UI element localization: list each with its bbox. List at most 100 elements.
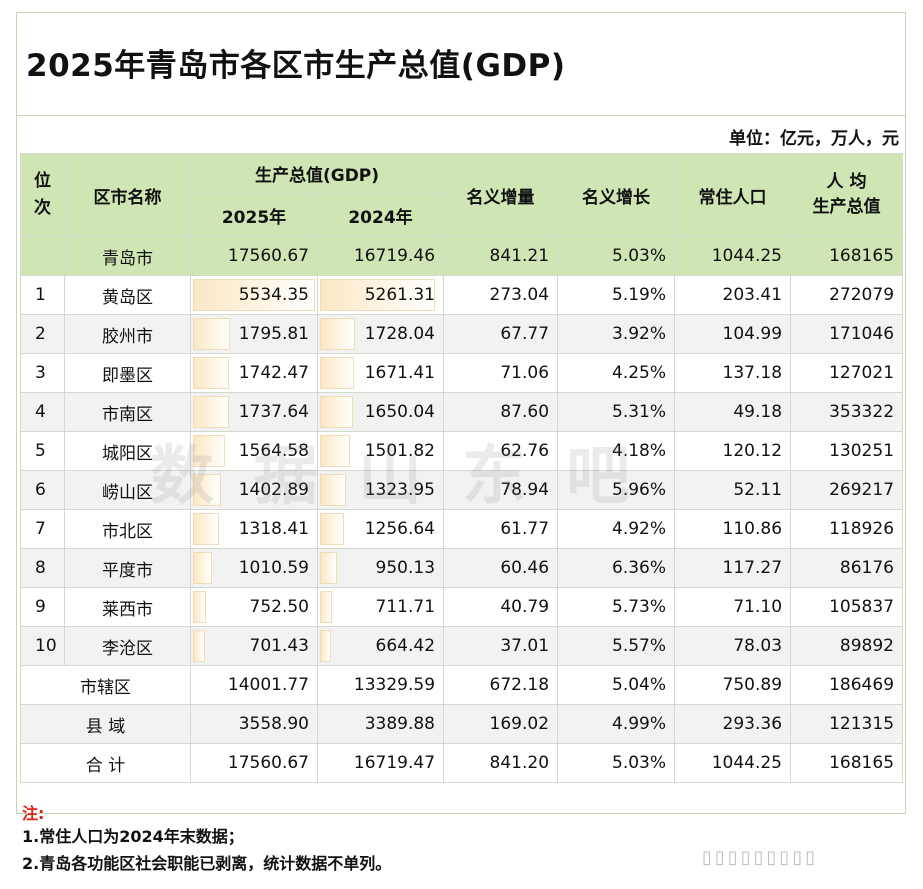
- row-increase: 62.76: [443, 431, 559, 471]
- city-total-name: 青岛市: [64, 236, 191, 276]
- row-per-capita: 130251: [790, 431, 904, 471]
- header-per-capita: 人 均 生产总值: [790, 153, 904, 237]
- table-row: 8 平度市 1010.59 950.13 60.46 6.36% 117.27 86176: [20, 548, 904, 588]
- row-per-capita: 272079: [790, 275, 904, 315]
- row-gdp2024: 1323.95: [316, 470, 445, 510]
- row-increase: 40.79: [443, 587, 559, 627]
- header-rank-text: 位次: [34, 170, 51, 218]
- table-row: 9 莱西市 752.50 711.71 40.79 5.73% 71.10 105837: [20, 587, 904, 627]
- summary-row: 市辖区 14001.77 13329.59 672.18 5.04% 750.89 1864…: [20, 665, 904, 705]
- summary-gdp2024: 3389.88: [316, 704, 445, 744]
- row-population: 120.12: [674, 431, 792, 471]
- header-nominal-increase: 名义增量: [443, 153, 559, 237]
- gdp2025-value: 1318.41: [238, 519, 309, 539]
- row-rank: 10: [20, 626, 65, 666]
- row-gdp2024: 711.71: [316, 587, 445, 627]
- row-name: 平度市: [64, 548, 191, 588]
- row-growth: 4.25%: [557, 353, 676, 393]
- row-growth: 5.19%: [557, 275, 676, 315]
- row-rank: 7: [20, 509, 65, 549]
- summary-row: 县 域 3558.90 3389.88 169.02 4.99% 293.36 121315: [20, 704, 904, 744]
- row-name: 李沧区: [64, 626, 191, 666]
- row-per-capita: 89892: [790, 626, 904, 666]
- row-gdp2025: 1564.58: [190, 431, 318, 471]
- row-name: 黄岛区: [64, 275, 191, 315]
- row-population: 137.18: [674, 353, 792, 393]
- summary-gdp2025: 17560.67: [190, 743, 318, 783]
- city-total-gdp2024: 16719.46: [316, 236, 445, 276]
- row-population: 117.27: [674, 548, 792, 588]
- row-name: 莱西市: [64, 587, 191, 627]
- row-population: 78.03: [674, 626, 792, 666]
- table-row: 3 即墨区 1742.47 1671.41 71.06 4.25% 137.18 127021: [20, 353, 904, 393]
- gdp2024-value: 1501.82: [364, 441, 436, 461]
- row-gdp2025: 1742.47: [190, 353, 318, 393]
- gdp2025-value: 701.43: [249, 636, 309, 656]
- row-name: 胶州市: [64, 314, 191, 354]
- row-gdp2024: 664.42: [316, 626, 445, 666]
- note-1: 1.常住人口为2024年末数据；: [22, 827, 244, 846]
- table-row: 5 城阳区 1564.58 1501.82 62.76 4.18% 120.12 130251: [20, 431, 904, 471]
- row-increase: 78.94: [443, 470, 559, 510]
- row-rank: 5: [20, 431, 65, 471]
- row-population: 49.18: [674, 392, 792, 432]
- row-gdp2025: 701.43: [190, 626, 318, 666]
- summary-per-capita: 186469: [790, 665, 904, 705]
- row-rank: 9: [20, 587, 65, 627]
- gdp2025-bar: [193, 630, 205, 662]
- row-growth: 6.36%: [557, 548, 676, 588]
- city-total-rank: [20, 236, 65, 276]
- notes-label: 注:: [22, 804, 45, 823]
- row-gdp2025: 1318.41: [190, 509, 318, 549]
- row-increase: 71.06: [443, 353, 559, 393]
- row-gdp2025: 1010.59: [190, 548, 318, 588]
- gdp2024-value: 5261.31: [364, 285, 436, 305]
- table-row: 7 市北区 1318.41 1256.64 61.77 4.92% 110.86 118926: [20, 509, 904, 549]
- row-gdp2024: 1671.41: [316, 353, 445, 393]
- row-rank: 6: [20, 470, 65, 510]
- gdp-table: 位次 区市名称 生产总值(GDP) 名义增量 名义增长 常住人口 人 均 生产总…: [20, 153, 904, 783]
- gdp2024-value: 1671.41: [364, 363, 436, 383]
- gdp2025-value: 1564.58: [238, 441, 309, 461]
- gdp2024-value: 950.13: [375, 558, 436, 578]
- city-total-gdp2025: 17560.67: [190, 236, 318, 276]
- table-row: 4 市南区 1737.64 1650.04 87.60 5.31% 49.18 353322: [20, 392, 904, 432]
- row-rank: 1: [20, 275, 65, 315]
- row-rank: 8: [20, 548, 65, 588]
- row-gdp2024: 950.13: [316, 548, 445, 588]
- row-per-capita: 353322: [790, 392, 904, 432]
- row-growth: 4.18%: [557, 431, 676, 471]
- header-2025: 2025年: [190, 193, 318, 237]
- row-increase: 273.04: [443, 275, 559, 315]
- summary-population: 750.89: [674, 665, 792, 705]
- summary-per-capita: 121315: [790, 704, 904, 744]
- city-total-increase: 841.21: [443, 236, 559, 276]
- row-per-capita: 86176: [790, 548, 904, 588]
- gdp2024-bar: [320, 318, 356, 350]
- note-2: 2.青岛各功能区社会职能已剥离，统计数据不单列。: [22, 854, 392, 873]
- gdp2025-value: 1742.47: [238, 363, 309, 383]
- gdp2025-value: 1737.64: [238, 402, 309, 422]
- row-gdp2024: 1728.04: [316, 314, 445, 354]
- header-name: 区市名称: [64, 153, 191, 237]
- row-growth: 5.73%: [557, 587, 676, 627]
- summary-name: 合 计: [20, 743, 191, 783]
- gdp2025-bar: [193, 591, 207, 623]
- summary-per-capita: 168165: [790, 743, 904, 783]
- page-title: 2025年青岛市各区市生产总值(GDP): [26, 48, 566, 84]
- row-increase: 60.46: [443, 548, 559, 588]
- summary-gdp2025: 3558.90: [190, 704, 318, 744]
- row-rank: 3: [20, 353, 65, 393]
- row-gdp2025: 752.50: [190, 587, 318, 627]
- gdp2024-bar: [320, 396, 354, 428]
- summary-population: 1044.25: [674, 743, 792, 783]
- row-population: 71.10: [674, 587, 792, 627]
- row-rank: 2: [20, 314, 65, 354]
- gdp2025-bar: [193, 396, 229, 428]
- row-growth: 3.92%: [557, 314, 676, 354]
- gdp2025-bar: [193, 513, 219, 545]
- summary-gdp2024: 16719.47: [316, 743, 445, 783]
- gdp2024-bar: [320, 513, 345, 545]
- gdp2024-bar: [320, 591, 333, 623]
- gdp2024-bar: [320, 630, 331, 662]
